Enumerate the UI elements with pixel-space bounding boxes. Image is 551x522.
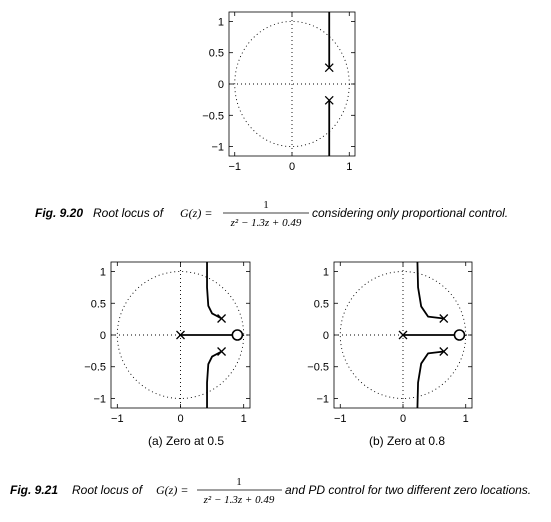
figure-label: Fig. 9.20	[35, 206, 83, 220]
caption-suffix: considering only proportional control.	[312, 206, 508, 220]
y-tick-label: 0	[100, 330, 106, 342]
y-tick-label: −1	[211, 142, 224, 154]
subcaption-b: (b) Zero at 0.8	[369, 434, 445, 448]
caption-fig-9-21: Fig. 9.21 Root locus of G(z) = 1 z² − 1.…	[10, 476, 531, 506]
unit-circle	[116, 271, 245, 399]
figure-label: Fig. 9.21	[10, 483, 58, 497]
zero-marker	[453, 329, 466, 341]
y-tick-label: 1	[100, 267, 106, 279]
y-tick-label: 0	[218, 79, 224, 91]
transfer-function-name: G(z) =	[180, 206, 212, 220]
x-tick-label: 0	[177, 413, 183, 425]
locus-branch	[206, 350, 222, 408]
locus-branch	[416, 350, 444, 409]
caption-fig-9-20: Fig. 9.20 Root locus of G(z) = 1 z² − 1.…	[35, 199, 508, 229]
zero-marker	[231, 329, 244, 341]
x-tick-label: −1	[111, 413, 124, 425]
pole-marker	[324, 95, 334, 105]
y-tick-label: −0.5	[202, 110, 224, 122]
y-tick-label: 0	[323, 330, 329, 342]
caption-prefix: Root locus of	[93, 206, 165, 220]
pole-marker	[324, 63, 334, 73]
x-tick-label: 1	[463, 413, 469, 425]
x-tick-label: 1	[241, 413, 247, 425]
x-tick-label: 1	[346, 161, 352, 173]
y-tick-label: 0.5	[209, 48, 224, 60]
pole-marker	[217, 347, 227, 356]
fraction-denominator: z² − 1.3z + 0.49	[230, 217, 302, 229]
y-tick-label: 0.5	[314, 298, 329, 310]
pole-marker	[439, 347, 449, 356]
y-tick-label: −1	[316, 393, 329, 405]
transfer-function-name: G(z) =	[156, 483, 188, 497]
locus-branch	[206, 262, 222, 320]
y-tick-label: −0.5	[307, 362, 329, 374]
y-tick-label: −0.5	[84, 362, 106, 374]
pole-marker	[176, 330, 185, 340]
y-tick-label: 0.5	[91, 298, 106, 310]
fraction-numerator: 1	[236, 476, 242, 488]
pole-marker	[217, 314, 227, 323]
y-tick-label: 1	[323, 267, 329, 279]
root-locus-plot-zero-0-5: −1 0 1 1 0.5 0 −0.5 −1	[84, 261, 251, 425]
x-tick-label: 0	[400, 413, 406, 425]
fraction-denominator: z² − 1.3z + 0.49	[203, 494, 275, 506]
pole-marker	[398, 330, 408, 340]
root-locus-plot-zero-0-8: −1 0 1 1 0.5 0 −0.5 −1	[307, 261, 473, 425]
fraction-numerator: 1	[263, 199, 269, 211]
y-tick-label: 1	[218, 16, 224, 28]
y-tick-label: −1	[93, 393, 106, 405]
unit-circle	[234, 20, 350, 148]
root-locus-plot-proportional: −1 0 1 1 0.5 0 −0.5 −1	[202, 11, 356, 173]
pole-marker	[439, 314, 449, 323]
subcaption-a: (a) Zero at 0.5	[148, 434, 224, 448]
unit-circle	[339, 271, 467, 399]
locus-branch	[416, 261, 444, 320]
x-tick-label: 0	[289, 161, 295, 173]
x-tick-label: −1	[334, 413, 347, 425]
caption-suffix: and PD control for two different zero lo…	[285, 483, 531, 497]
caption-prefix: Root locus of	[72, 483, 144, 497]
x-tick-label: −1	[228, 161, 241, 173]
